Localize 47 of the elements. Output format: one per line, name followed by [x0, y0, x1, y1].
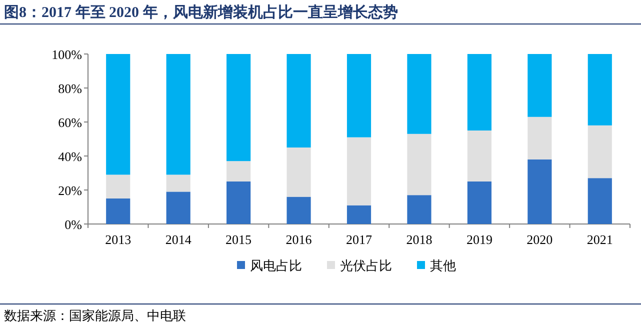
- bar: [226, 161, 251, 182]
- bar: [346, 205, 372, 224]
- bar: [407, 195, 432, 224]
- bar: [528, 54, 552, 117]
- bar: [407, 134, 432, 196]
- bar: [106, 198, 130, 224]
- legend-label: 风电占比: [250, 258, 302, 273]
- bar: [467, 182, 492, 224]
- bar: [588, 178, 612, 224]
- bar: [588, 125, 612, 178]
- y-tick-label: 0%: [64, 217, 82, 232]
- bar: [286, 148, 311, 197]
- bar: [407, 54, 432, 134]
- x-tick-label: 2014: [165, 232, 192, 247]
- x-tick-label: 2019: [466, 232, 492, 247]
- x-tick-label: 2016: [286, 232, 312, 247]
- bar: [467, 54, 492, 130]
- chart-title: 图8：2017 年至 2020 年，风电新增装机占比一直呈增长态势: [4, 3, 398, 21]
- source-note: 数据来源：国家能源局、中电联: [4, 308, 186, 323]
- legend-label: 其他: [430, 258, 456, 273]
- bar: [106, 174, 130, 198]
- x-tick-label: 2018: [406, 232, 432, 247]
- y-tick-label: 60%: [58, 115, 82, 130]
- bar: [166, 192, 190, 224]
- x-tick-label: 2015: [226, 232, 252, 247]
- bar: [286, 54, 311, 148]
- bar: [166, 174, 190, 192]
- x-tick-label: 2021: [586, 232, 613, 247]
- bar: [528, 116, 552, 160]
- bar: [226, 54, 251, 162]
- bar: [346, 54, 372, 138]
- bar: [588, 54, 612, 126]
- bar: [528, 159, 552, 224]
- bar: [226, 182, 251, 224]
- x-tick-label: 2013: [105, 232, 132, 247]
- y-tick-label: 20%: [58, 183, 82, 198]
- y-tick-label: 100%: [52, 47, 82, 62]
- x-tick-label: 2017: [346, 232, 372, 247]
- y-tick-label: 40%: [58, 149, 82, 164]
- bar: [166, 54, 190, 175]
- x-tick-label: 2020: [526, 232, 553, 247]
- y-tick-label: 80%: [58, 81, 82, 96]
- bar: [106, 54, 130, 175]
- bar: [467, 130, 492, 182]
- legend-label: 光伏占比: [340, 258, 392, 273]
- bar: [346, 137, 372, 206]
- bar: [286, 196, 311, 224]
